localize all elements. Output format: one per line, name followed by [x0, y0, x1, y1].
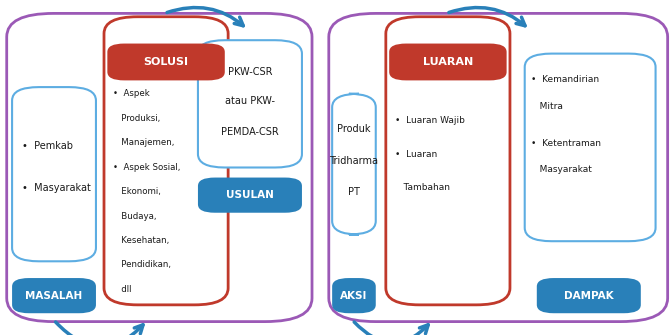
FancyBboxPatch shape — [537, 278, 641, 313]
Text: •  Kemandirian: • Kemandirian — [531, 75, 600, 84]
Text: Masyarakat: Masyarakat — [531, 165, 592, 175]
Text: •  Aspek Sosial,: • Aspek Sosial, — [113, 163, 180, 172]
Text: •  Luaran Wajib: • Luaran Wajib — [395, 116, 464, 125]
Text: •  Pemkab: • Pemkab — [22, 141, 73, 151]
Text: DAMPAK: DAMPAK — [564, 291, 613, 300]
Text: LUARAN: LUARAN — [423, 57, 473, 67]
Text: MASALAH: MASALAH — [25, 291, 83, 300]
Text: atau PKW-: atau PKW- — [225, 96, 275, 106]
FancyBboxPatch shape — [107, 44, 225, 80]
FancyBboxPatch shape — [332, 94, 376, 234]
Text: •  Masyarakat: • Masyarakat — [22, 183, 91, 193]
Text: SOLUSI: SOLUSI — [144, 57, 189, 67]
Text: Produk: Produk — [338, 124, 370, 134]
FancyBboxPatch shape — [12, 278, 96, 313]
Text: •  Luaran: • Luaran — [395, 150, 437, 158]
Text: PT: PT — [348, 187, 360, 197]
FancyBboxPatch shape — [7, 13, 312, 322]
Text: Tridharma: Tridharma — [329, 156, 378, 166]
Text: •  Aspek: • Aspek — [113, 89, 150, 98]
FancyBboxPatch shape — [386, 17, 510, 305]
Text: PEMDA-CSR: PEMDA-CSR — [221, 127, 279, 137]
Text: •  Ketentraman: • Ketentraman — [531, 139, 601, 148]
FancyBboxPatch shape — [104, 17, 228, 305]
Text: Mitra: Mitra — [531, 102, 564, 111]
Text: Pendidikan,: Pendidikan, — [113, 261, 170, 269]
Text: USULAN: USULAN — [226, 190, 274, 200]
Text: Kesehatan,: Kesehatan, — [113, 236, 169, 245]
FancyBboxPatch shape — [12, 87, 96, 261]
Text: Produksi,: Produksi, — [113, 114, 160, 123]
Text: Tambahan: Tambahan — [395, 183, 450, 192]
Text: Ekonomi,: Ekonomi, — [113, 187, 160, 196]
Text: PKW-CSR: PKW-CSR — [227, 67, 272, 77]
FancyBboxPatch shape — [329, 13, 668, 322]
FancyBboxPatch shape — [389, 44, 507, 80]
FancyBboxPatch shape — [198, 178, 302, 213]
Text: dll: dll — [113, 285, 132, 294]
FancyBboxPatch shape — [198, 40, 302, 168]
Text: Budaya,: Budaya, — [113, 212, 156, 220]
Text: AKSI: AKSI — [340, 291, 368, 300]
Text: Manajemen,: Manajemen, — [113, 138, 174, 147]
FancyBboxPatch shape — [332, 278, 376, 313]
FancyBboxPatch shape — [525, 54, 656, 241]
